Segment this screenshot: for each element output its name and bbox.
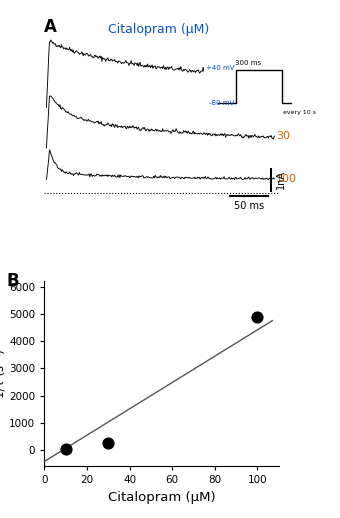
Point [105,439,111,447]
Text: -80 mV: -80 mV [209,100,234,106]
Text: 1nA: 1nA [276,170,286,190]
Text: 300 ms: 300 ms [235,60,261,66]
Text: every 10 s: every 10 s [283,110,316,115]
Point [63,444,68,453]
Text: 30: 30 [276,131,290,141]
Point [255,313,260,321]
Text: 50 ms: 50 ms [234,201,264,211]
Text: A: A [44,18,57,36]
Text: 100: 100 [276,174,297,184]
Text: +40 mV: +40 mV [206,65,234,71]
X-axis label: Citalopram (μM): Citalopram (μM) [108,491,215,504]
Text: B: B [7,272,19,290]
Text: Citalopram (μM): Citalopram (μM) [108,23,209,36]
Y-axis label: 1/τ (s⁻¹): 1/τ (s⁻¹) [0,350,6,398]
Text: 10: 10 [276,73,290,82]
